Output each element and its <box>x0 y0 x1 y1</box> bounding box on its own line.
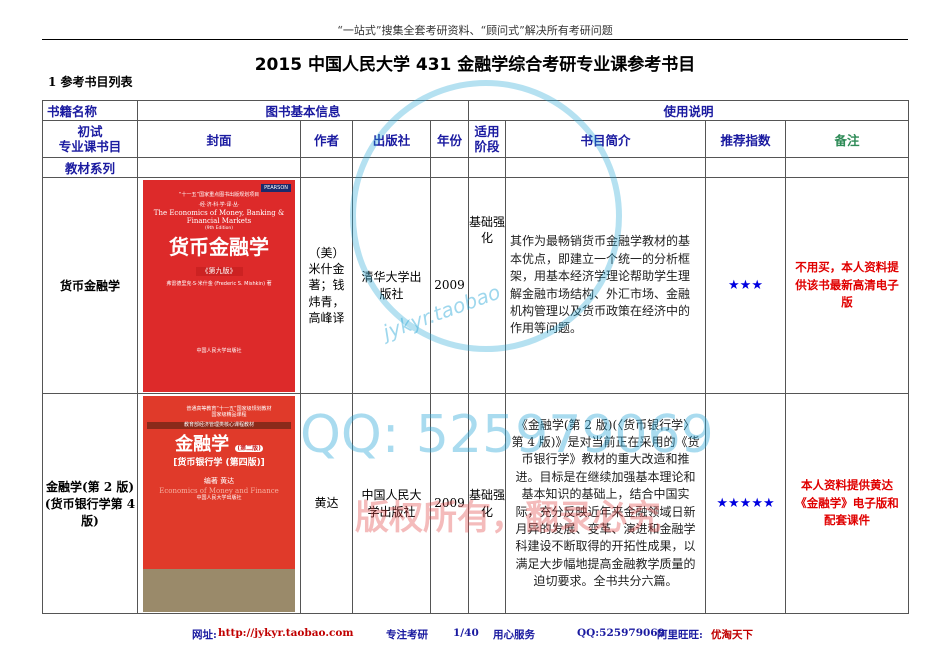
rating-stars: ★★★★★ <box>705 393 787 614</box>
book-list-table: 书籍名称 图书基本信息 使用说明 初试 专业课书目 封面 作者 出版社 年份 适… <box>42 100 910 614</box>
cover-text: 金融学 <box>175 433 230 455</box>
notes: 本人资料提供黄达《金融学》电子版和配套课件 <box>785 393 910 614</box>
header-notes: 备注 <box>785 120 910 158</box>
header-cover: 封面 <box>137 120 301 158</box>
publisher-logo: PEARSON <box>261 183 291 193</box>
cover-text: 弗雷德里克·S·米什金 (Frederic S. Mishkin) 著 <box>166 281 272 288</box>
publisher: 中国人民大学出版社 <box>352 393 431 614</box>
book-cover-image: 普通高等教育“十一五”国家级规划教材 国家级精品课程 教育部经济管理类核心课程教… <box>143 395 295 612</box>
rating-stars: ★★★ <box>705 177 787 394</box>
cover-text: 中国人民大学出版社 <box>196 347 242 354</box>
cover-text: 编著 黄达 <box>203 477 235 486</box>
summary: 其作为最畅销货币金融学教材的基本优点，即建立一个统一的分析框架，用基本经济学理论… <box>505 177 707 394</box>
header-course: 初试 专业课书目 <box>42 120 138 158</box>
book-cover-image: “十一五”国家重点图书出版规划项目 PEARSON ·经·济·科·学·译·丛· … <box>143 179 295 392</box>
footer-ww-label: 阿里旺旺: <box>657 629 703 641</box>
cover-text: ·经·济·科·学·译·丛· <box>198 202 240 209</box>
page-number: 1/40 <box>453 627 479 639</box>
group-header-usage: 使用说明 <box>468 100 910 121</box>
page-header: “一站式”搜集全套考研资料、“顾问式”解决所有考研问题 <box>337 24 613 37</box>
cover-text: 中国人民大学出版社 <box>196 494 242 501</box>
author: （美）米什金著；钱炜青，高峰译 <box>300 177 353 394</box>
stage: 基础强化 <box>468 393 507 614</box>
category-label: 教材系列 <box>42 157 138 178</box>
group-header-book-name: 书籍名称 <box>42 100 138 121</box>
book-name: 金融学(第 2 版)(货币银行学第 4 版) <box>42 393 138 614</box>
cover-text: “十一五”国家重点图书出版规划项目 <box>178 191 260 198</box>
book-cover-cell: “十一五”国家重点图书出版规划项目 PEARSON ·经·济·科·学·译·丛· … <box>137 177 301 394</box>
footer-slogan: 用心服务 <box>493 629 535 641</box>
footer-site-label: 网址: <box>192 629 217 641</box>
header-stage: 适用阶段 <box>468 120 507 158</box>
cover-text: Economics of Money and Finance <box>159 486 279 495</box>
cover-text: (9th Edition) <box>205 225 233 231</box>
group-header-basic-info: 图书基本信息 <box>136 100 470 121</box>
year: 2009 <box>429 393 470 614</box>
page-title: 2015 中国人民大学 431 金融学综合考研专业课参考书目 <box>254 55 696 75</box>
header-rating: 推荐指数 <box>705 120 787 158</box>
cover-text: 《第九版》 <box>195 266 243 277</box>
book-cover-cell: 普通高等教育“十一五”国家级规划教材 国家级精品课程 教育部经济管理类核心课程教… <box>137 393 301 614</box>
publisher: 清华大学出版社 <box>352 177 431 394</box>
footer-site-link[interactable]: http://jykyr.taobao.com <box>218 627 354 639</box>
footer-slogan: 专注考研 <box>386 629 428 641</box>
year: 2009 <box>429 177 470 394</box>
notes: 不用买，本人资料提供该书最新高清电子版 <box>785 177 910 394</box>
cover-text: The Economics of Money, Banking & Financ… <box>153 209 285 226</box>
table-row: 金融学(第 2 版)(货币银行学第 4 版) 普通高等教育“十一五”国家级规划教… <box>42 393 910 614</box>
author: 黄达 <box>300 393 353 614</box>
header-year: 年份 <box>429 120 470 158</box>
header-summary: 书目简介 <box>505 120 707 158</box>
stage: 基础强化 <box>468 177 507 394</box>
cover-text: 普通高等教育“十一五”国家级规划教材 <box>186 405 272 412</box>
table-row: 货币金融学 “十一五”国家重点图书出版规划项目 PEARSON ·经·济·科·学… <box>42 177 910 394</box>
header-author: 作者 <box>300 120 353 158</box>
cover-text: 货币金融学 <box>169 234 269 259</box>
cover-text: 教育部经济管理类核心课程教材 <box>147 422 291 429</box>
summary: 《金融学(第 2 版)(〈货币银行学〉第 4 版)》是对当前正在采用的《货币银行… <box>505 393 707 614</box>
footer-ww: 优淘天下 <box>711 629 753 641</box>
header-publisher: 出版社 <box>352 120 431 158</box>
book-name: 货币金融学 <box>42 177 138 394</box>
cover-text: 国家级精品课程 <box>211 412 247 419</box>
cover-text: [货币银行学 (第四版)] <box>173 458 265 469</box>
section-heading: 1 参考书目列表 <box>48 75 133 89</box>
footer-qq: QQ:525979069 <box>577 627 665 639</box>
header-divider <box>42 39 908 40</box>
cover-text: (第二版) <box>235 444 263 452</box>
